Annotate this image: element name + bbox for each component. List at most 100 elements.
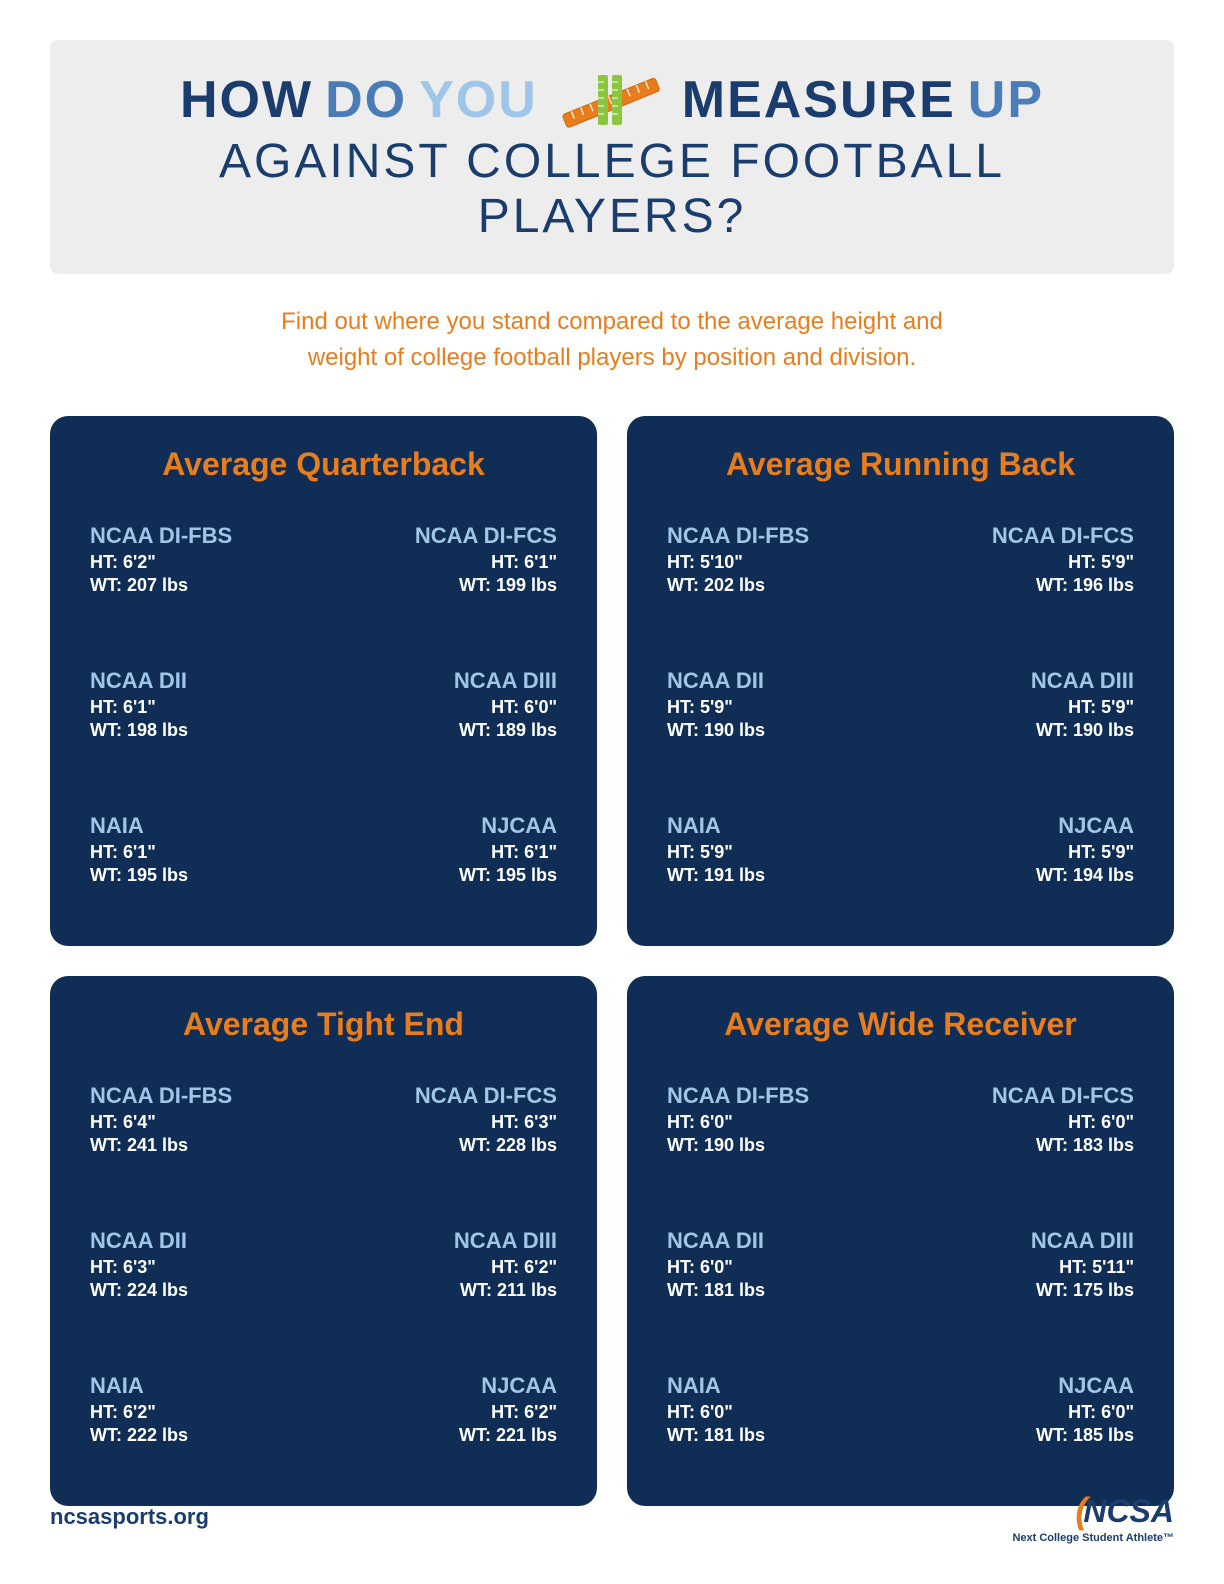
subtitle: Find out where you stand compared to the… xyxy=(50,304,1174,376)
division-stat: NJCAA HT: 6'2" WT: 221 lbs xyxy=(387,1373,557,1448)
position-card: Average Running Back NCAA DI-FBS HT: 5'1… xyxy=(627,416,1174,946)
division-name: NCAA DI-FBS xyxy=(90,523,260,549)
height-value: HT: 5'11" xyxy=(964,1256,1134,1279)
title-line1: HOW DO YOU xyxy=(90,70,1134,130)
division-name: NCAA DIII xyxy=(387,668,557,694)
card-body: NCAA DI-FBS HT: 6'4" WT: 241 lbs NCAA DI… xyxy=(90,1073,557,1473)
position-card: Average Wide Receiver NCAA DI-FBS HT: 6'… xyxy=(627,976,1174,1506)
title-word: UP xyxy=(968,70,1044,130)
division-name: NCAA DII xyxy=(667,1228,837,1254)
division-name: NCAA DII xyxy=(667,668,837,694)
division-name: NAIA xyxy=(667,813,837,839)
weight-value: WT: 196 lbs xyxy=(964,574,1134,597)
division-stat: NCAA DI-FBS HT: 6'4" WT: 241 lbs xyxy=(90,1083,260,1158)
division-name: NJCAA xyxy=(387,813,557,839)
height-value: HT: 6'2" xyxy=(90,1401,260,1424)
division-name: NCAA DII xyxy=(90,1228,260,1254)
height-value: HT: 5'9" xyxy=(964,696,1134,719)
division-stat: NCAA DII HT: 6'0" WT: 181 lbs xyxy=(667,1228,837,1303)
division-stat: NCAA DI-FCS HT: 6'3" WT: 228 lbs xyxy=(387,1083,557,1158)
title-word: YOU xyxy=(419,70,538,130)
height-value: HT: 6'0" xyxy=(667,1111,837,1134)
division-stat: NCAA DIII HT: 5'11" WT: 175 lbs xyxy=(964,1228,1134,1303)
height-value: HT: 6'1" xyxy=(387,841,557,864)
weight-value: WT: 195 lbs xyxy=(387,864,557,887)
title-line2: AGAINST COLLEGE FOOTBALL PLAYERS? xyxy=(90,134,1134,244)
weight-value: WT: 190 lbs xyxy=(667,1134,837,1157)
division-stat: NCAA DI-FBS HT: 6'0" WT: 190 lbs xyxy=(667,1083,837,1158)
division-name: NJCAA xyxy=(964,1373,1134,1399)
ncsa-logo: ( NCSA Next College Student Athlete™ xyxy=(1012,1490,1174,1544)
weight-value: WT: 185 lbs xyxy=(964,1424,1134,1447)
division-name: NAIA xyxy=(667,1373,837,1399)
division-stat: NJCAA HT: 5'9" WT: 194 lbs xyxy=(964,813,1134,888)
weight-value: WT: 190 lbs xyxy=(667,719,837,742)
weight-value: WT: 211 lbs xyxy=(387,1279,557,1302)
height-value: HT: 5'9" xyxy=(964,841,1134,864)
logo-text: NCSA xyxy=(1083,1493,1174,1530)
footer-url: ncsasports.org xyxy=(50,1504,209,1530)
weight-value: WT: 181 lbs xyxy=(667,1279,837,1302)
card-body: NCAA DI-FBS HT: 6'0" WT: 190 lbs NCAA DI… xyxy=(667,1073,1134,1473)
division-stat: NCAA DII HT: 6'1" WT: 198 lbs xyxy=(90,668,260,743)
height-value: HT: 6'0" xyxy=(964,1111,1134,1134)
card-body: NCAA DI-FBS HT: 6'2" WT: 207 lbs NCAA DI… xyxy=(90,513,557,913)
division-stat: NCAA DII HT: 5'9" WT: 190 lbs xyxy=(667,668,837,743)
card-title: Average Tight End xyxy=(90,1006,557,1043)
title-banner: HOW DO YOU xyxy=(50,40,1174,274)
cards-grid: Average Quarterback NCAA DI-FBS HT: 6'2"… xyxy=(50,416,1174,1506)
division-stat: NCAA DIII HT: 6'2" WT: 211 lbs xyxy=(387,1228,557,1303)
card-title: Average Running Back xyxy=(667,446,1134,483)
weight-value: WT: 194 lbs xyxy=(964,864,1134,887)
weight-value: WT: 228 lbs xyxy=(387,1134,557,1157)
division-name: NCAA DI-FBS xyxy=(667,1083,837,1109)
height-value: HT: 5'10" xyxy=(667,551,837,574)
card-title: Average Quarterback xyxy=(90,446,557,483)
height-value: HT: 6'2" xyxy=(387,1401,557,1424)
division-stat: NCAA DIII HT: 5'9" WT: 190 lbs xyxy=(964,668,1134,743)
weight-value: WT: 202 lbs xyxy=(667,574,837,597)
weight-value: WT: 222 lbs xyxy=(90,1424,260,1447)
weight-value: WT: 189 lbs xyxy=(387,719,557,742)
position-card: Average Tight End NCAA DI-FBS HT: 6'4" W… xyxy=(50,976,597,1506)
height-value: HT: 6'1" xyxy=(90,696,260,719)
height-value: HT: 6'0" xyxy=(667,1256,837,1279)
division-stat: NCAA DI-FCS HT: 6'0" WT: 183 lbs xyxy=(964,1083,1134,1158)
weight-value: WT: 191 lbs xyxy=(667,864,837,887)
height-value: HT: 5'9" xyxy=(667,696,837,719)
division-name: NAIA xyxy=(90,813,260,839)
division-name: NAIA xyxy=(90,1373,260,1399)
division-name: NJCAA xyxy=(964,813,1134,839)
division-stat: NAIA HT: 6'2" WT: 222 lbs xyxy=(90,1373,260,1448)
division-name: NCAA DI-FCS xyxy=(387,1083,557,1109)
height-value: HT: 6'3" xyxy=(387,1111,557,1134)
height-value: HT: 6'4" xyxy=(90,1111,260,1134)
weight-value: WT: 175 lbs xyxy=(964,1279,1134,1302)
height-value: HT: 6'2" xyxy=(90,551,260,574)
height-value: HT: 6'1" xyxy=(387,551,557,574)
card-title: Average Wide Receiver xyxy=(667,1006,1134,1043)
title-word: DO xyxy=(325,70,407,130)
division-name: NCAA DI-FCS xyxy=(964,1083,1134,1109)
division-stat: NCAA DII HT: 6'3" WT: 224 lbs xyxy=(90,1228,260,1303)
division-stat: NAIA HT: 6'0" WT: 181 lbs xyxy=(667,1373,837,1448)
height-value: HT: 6'2" xyxy=(387,1256,557,1279)
weight-value: WT: 181 lbs xyxy=(667,1424,837,1447)
weight-value: WT: 241 lbs xyxy=(90,1134,260,1157)
division-stat: NCAA DI-FCS HT: 5'9" WT: 196 lbs xyxy=(964,523,1134,598)
division-name: NCAA DI-FCS xyxy=(964,523,1134,549)
division-name: NCAA DIII xyxy=(964,668,1134,694)
card-body: NCAA DI-FBS HT: 5'10" WT: 202 lbs NCAA D… xyxy=(667,513,1134,913)
division-stat: NCAA DI-FBS HT: 5'10" WT: 202 lbs xyxy=(667,523,837,598)
height-value: HT: 6'0" xyxy=(964,1401,1134,1424)
division-name: NJCAA xyxy=(387,1373,557,1399)
height-value: HT: 6'1" xyxy=(90,841,260,864)
position-card: Average Quarterback NCAA DI-FBS HT: 6'2"… xyxy=(50,416,597,946)
division-name: NCAA DI-FBS xyxy=(90,1083,260,1109)
weight-value: WT: 224 lbs xyxy=(90,1279,260,1302)
subtitle-line: weight of college football players by po… xyxy=(308,344,916,371)
height-value: HT: 5'9" xyxy=(667,841,837,864)
subtitle-line: Find out where you stand compared to the… xyxy=(281,308,943,335)
height-value: HT: 5'9" xyxy=(964,551,1134,574)
weight-value: WT: 195 lbs xyxy=(90,864,260,887)
